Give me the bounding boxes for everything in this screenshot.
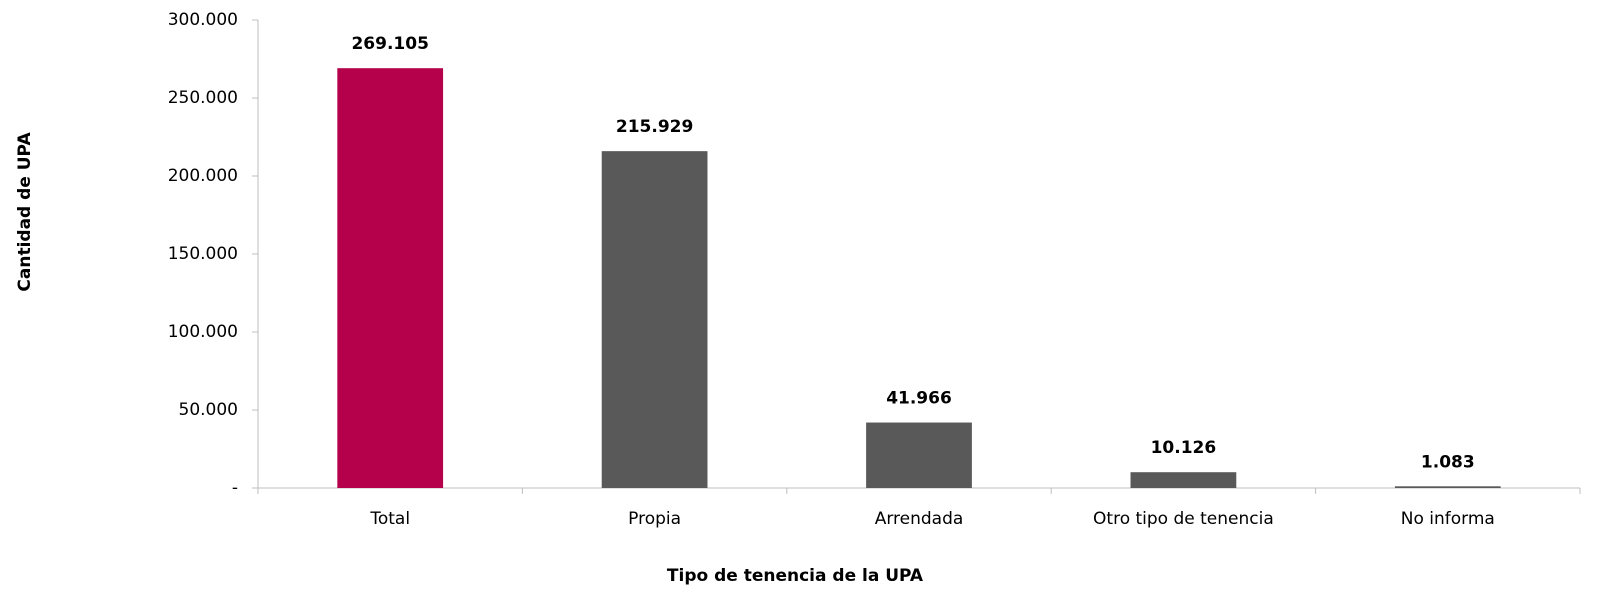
x-tick-label: No informa [1401,509,1495,529]
x-axis-title: Tipo de tenencia de la UPA [667,566,924,586]
value-label: 215.929 [616,117,693,137]
bar [601,151,708,488]
bar [337,68,444,488]
value-label: 269.105 [351,34,428,54]
x-tick-label: Total [369,509,410,529]
y-tick-label: 50.000 [179,400,238,420]
bar [1130,472,1237,488]
value-label: 41.966 [886,389,952,409]
y-tick-label: 300.000 [168,10,238,30]
y-tick-label: 250.000 [168,88,238,108]
x-tick-label: Propia [628,509,681,529]
y-tick-label: 150.000 [168,244,238,264]
bar [866,422,972,488]
y-axis-title: Cantidad de UPA [15,132,35,292]
x-tick-label: Otro tipo de tenencia [1093,509,1274,529]
y-tick-label: 100.000 [168,322,238,342]
value-label: 10.126 [1151,438,1217,458]
value-label: 1.083 [1421,452,1475,472]
x-tick-label: Arrendada [875,509,964,529]
bar [1394,486,1501,488]
y-tick-label: - [232,478,238,498]
y-tick-label: 200.000 [168,166,238,186]
